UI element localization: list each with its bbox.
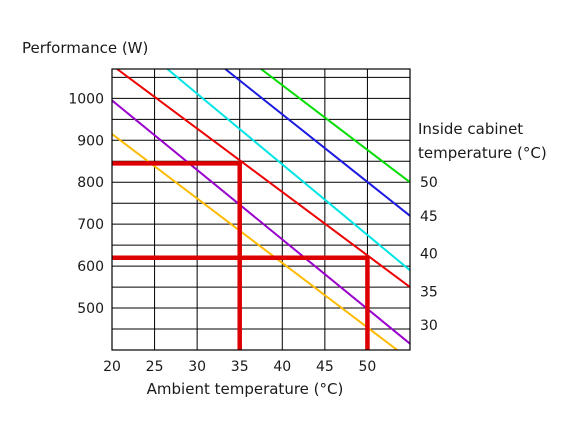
annotation-lines <box>112 161 370 350</box>
legend-label-35: 35 <box>420 284 438 300</box>
annotation-line-1 <box>112 255 370 350</box>
legend-entries: 50 45 40 35 30 <box>420 175 438 334</box>
x-tick-label: 25 <box>146 359 164 375</box>
series-line-5 <box>116 69 410 288</box>
series-line-3 <box>224 69 410 217</box>
legend-title-line-1: Inside cabinet <box>418 120 523 138</box>
legend-label-45: 45 <box>420 209 438 225</box>
x-tick-label: 50 <box>359 359 377 375</box>
series-line-2 <box>166 69 410 272</box>
x-axis-label: Ambient temperature (°C) <box>147 380 344 398</box>
series-line-0 <box>112 99 410 345</box>
y-tick-label: 800 <box>77 175 104 191</box>
plot-frame <box>111 68 411 351</box>
x-tick-label: 30 <box>188 359 206 375</box>
y-tick-label: 700 <box>77 217 104 233</box>
legend-label-40: 40 <box>420 247 438 263</box>
x-tick-label: 20 <box>103 359 121 375</box>
y-tick-label: 600 <box>77 259 104 275</box>
series-line-1 <box>112 133 398 350</box>
y-tick-labels: 500 600 700 800 900 1000 <box>68 91 104 317</box>
x-tick-label: 40 <box>273 359 291 375</box>
y-tick-label: 900 <box>77 133 104 149</box>
y-tick-label: 1000 <box>68 91 104 107</box>
legend-title-line-2: temperature (°C) <box>418 144 547 162</box>
x-tick-labels: 20 25 30 35 40 45 50 <box>103 359 376 375</box>
series-lines <box>112 69 410 350</box>
legend-label-50: 50 <box>420 175 438 191</box>
series-line-4 <box>260 69 410 184</box>
legend-label-30: 30 <box>420 318 438 334</box>
y-tick-label: 500 <box>77 301 104 317</box>
annotation-line-0 <box>112 161 242 350</box>
x-tick-label: 35 <box>231 359 249 375</box>
x-tick-label: 45 <box>316 359 334 375</box>
y-axis-label: Performance (W) <box>22 39 148 57</box>
